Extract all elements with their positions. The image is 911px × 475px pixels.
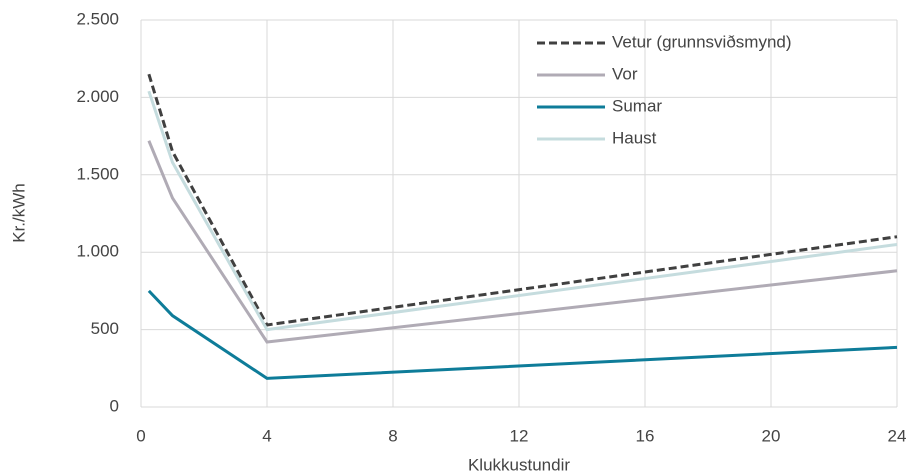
legend-label: Vor [612, 64, 638, 83]
y-tick-label: 2.000 [76, 87, 119, 106]
x-tick-label: 12 [510, 426, 529, 445]
legend-label: Haust [612, 128, 657, 147]
x-tick-label: 20 [762, 426, 781, 445]
y-tick-label: 1.000 [76, 242, 119, 261]
series-line [147, 90, 898, 332]
y-tick-label: 2.500 [76, 9, 119, 28]
legend-label: Vetur (grunnsviðsmynd) [612, 32, 792, 51]
y-axis-title: Kr./kWh [9, 183, 28, 243]
x-tick-label: 16 [636, 426, 655, 445]
x-tick-label: 4 [262, 426, 271, 445]
y-tick-label: 500 [91, 319, 119, 338]
y-tick-label: 0 [110, 396, 119, 415]
x-tick-label: 8 [388, 426, 397, 445]
y-tick-label: 1.500 [76, 164, 119, 183]
x-tick-label: 0 [136, 426, 145, 445]
x-tick-label: 24 [888, 426, 907, 445]
legend-label: Sumar [612, 96, 662, 115]
series-line [147, 73, 898, 327]
series-line [147, 140, 898, 344]
x-axis-title: Klukkustundir [468, 455, 570, 474]
series-line [147, 289, 898, 380]
